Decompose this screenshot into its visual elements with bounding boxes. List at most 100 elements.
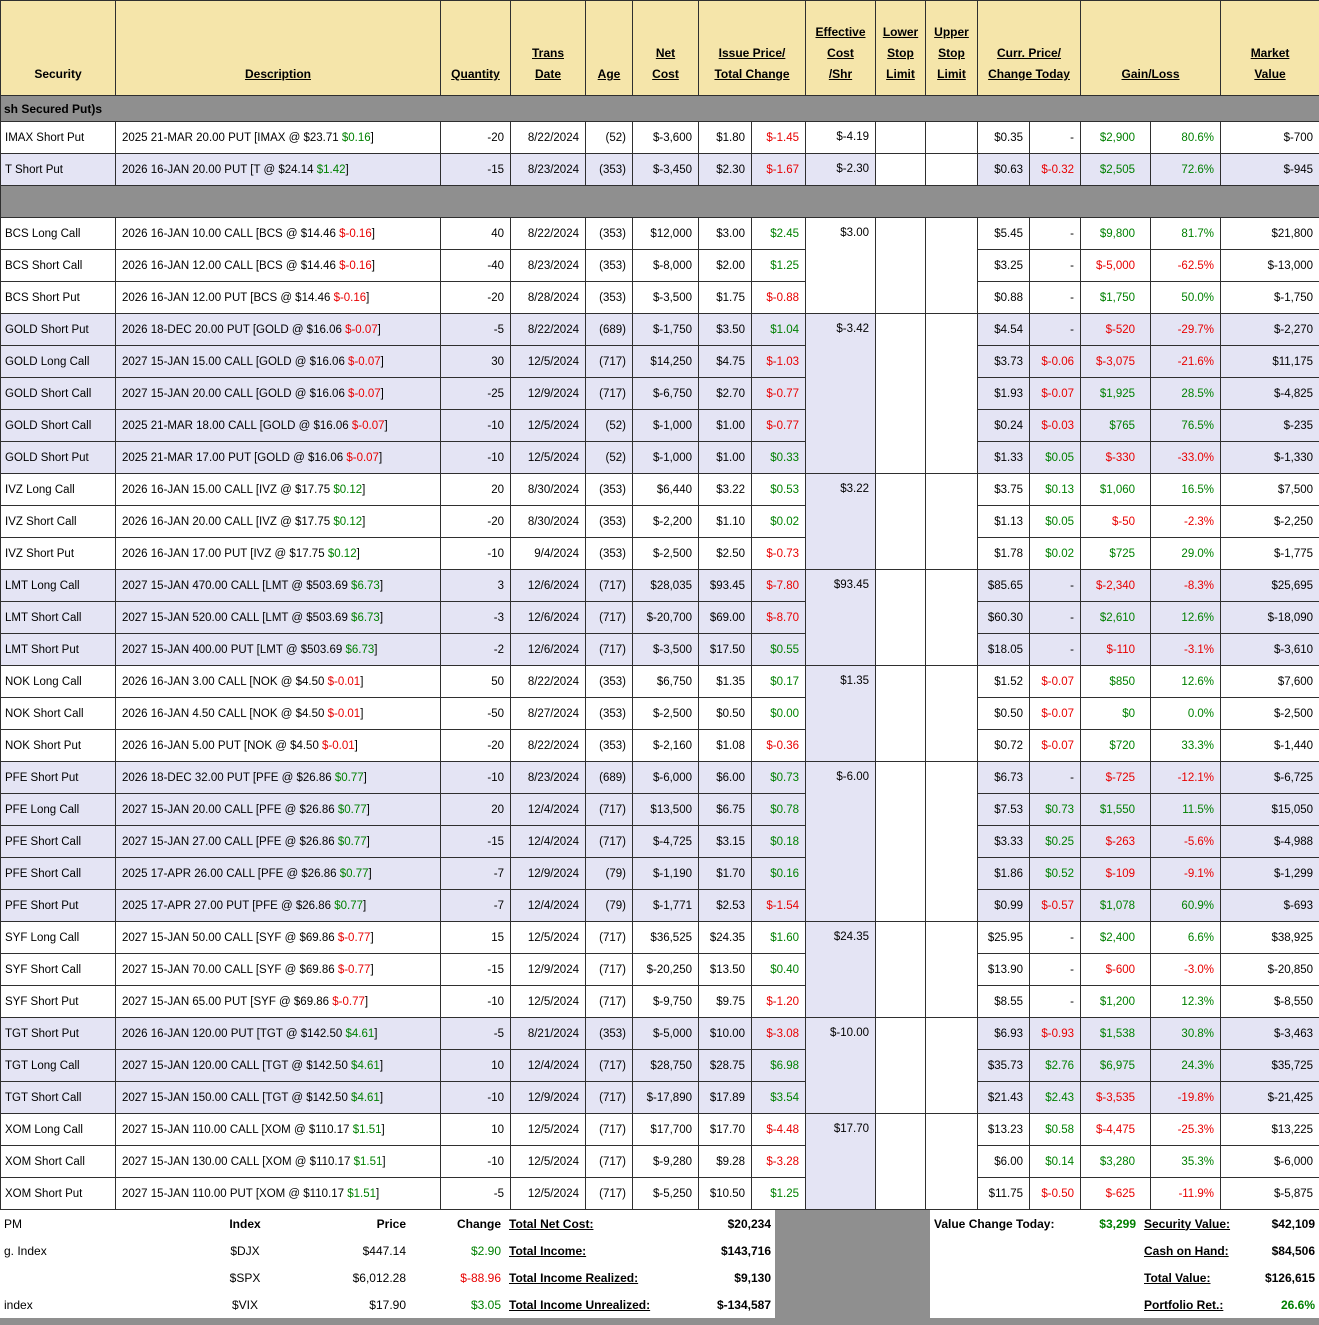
cell-gain-dollars[interactable]: $1,925 xyxy=(1081,378,1151,410)
cell-security[interactable]: LMT Long Call xyxy=(1,570,116,602)
cell-gain-percent[interactable]: -3.0% xyxy=(1151,954,1221,986)
cell-trans-date[interactable]: 9/4/2024 xyxy=(511,538,586,570)
cell-gain-percent[interactable]: 50.0% xyxy=(1151,282,1221,314)
cell-quantity[interactable]: 15 xyxy=(441,922,511,954)
cell-change-today[interactable]: - xyxy=(1030,314,1081,346)
cell-total-change[interactable]: $1.25 xyxy=(752,1178,806,1210)
cell-net-cost[interactable]: $13,500 xyxy=(633,794,699,826)
cell-description[interactable]: 2027 15-JAN 150.00 CALL [TGT @ $142.50 $… xyxy=(116,1082,441,1114)
cell-quantity[interactable]: -20 xyxy=(441,506,511,538)
cell-description[interactable]: 2027 15-JAN 120.00 CALL [TGT @ $142.50 $… xyxy=(116,1050,441,1082)
footer-summary-value[interactable]: $126,615 xyxy=(1235,1264,1319,1291)
cell-issue-price[interactable]: $28.75 xyxy=(699,1050,752,1082)
cell-gain-dollars[interactable]: $-330 xyxy=(1081,442,1151,474)
cell-age[interactable]: (353) xyxy=(586,698,633,730)
cell-age[interactable]: (717) xyxy=(586,1114,633,1146)
cell-net-cost[interactable]: $-3,500 xyxy=(633,282,699,314)
cell-issue-price[interactable]: $13.50 xyxy=(699,954,752,986)
cell-change-today[interactable]: - xyxy=(1030,282,1081,314)
cell-security[interactable]: TGT Short Put xyxy=(1,1018,116,1050)
cell-market-value[interactable]: $-8,550 xyxy=(1221,986,1319,1018)
cell-lower-stop-limit[interactable] xyxy=(876,762,926,922)
footer-index-price[interactable]: $447.14 xyxy=(330,1237,410,1264)
cell-issue-price[interactable]: $24.35 xyxy=(699,922,752,954)
cell-quantity[interactable]: 10 xyxy=(441,1050,511,1082)
cell-age[interactable]: (717) xyxy=(586,634,633,666)
cell-gain-percent[interactable]: -29.7% xyxy=(1151,314,1221,346)
footer-index-price[interactable]: $6,012.28 xyxy=(330,1264,410,1291)
cell-quantity[interactable]: 20 xyxy=(441,794,511,826)
cell-total-change[interactable]: $6.98 xyxy=(752,1050,806,1082)
cell-gain-dollars[interactable]: $2,610 xyxy=(1081,602,1151,634)
cell-market-value[interactable]: $-945 xyxy=(1221,154,1319,186)
cell-issue-price[interactable]: $69.00 xyxy=(699,602,752,634)
cell-current-price[interactable]: $1.13 xyxy=(978,506,1030,538)
cell-lower-stop-limit[interactable] xyxy=(876,474,926,570)
cell-description[interactable]: 2026 16-JAN 3.00 CALL [NOK @ $4.50 $-0.0… xyxy=(116,666,441,698)
cell-quantity[interactable]: -3 xyxy=(441,602,511,634)
cell-gain-percent[interactable]: 6.6% xyxy=(1151,922,1221,954)
cell-current-price[interactable]: $1.52 xyxy=(978,666,1030,698)
cell-net-cost[interactable]: $-9,280 xyxy=(633,1146,699,1178)
column-header-curr-price-change-today[interactable]: Curr. Price/Change Today xyxy=(978,1,1081,96)
cell-change-today[interactable]: $-0.50 xyxy=(1030,1178,1081,1210)
cell-market-value[interactable]: $-18,090 xyxy=(1221,602,1319,634)
cell-issue-price[interactable]: $17.89 xyxy=(699,1082,752,1114)
cell-market-value[interactable]: $-1,775 xyxy=(1221,538,1319,570)
cell-current-price[interactable]: $8.55 xyxy=(978,986,1030,1018)
cell-upper-stop-limit[interactable] xyxy=(926,218,978,314)
cell-gain-percent[interactable]: 0.0% xyxy=(1151,698,1221,730)
cell-upper-stop-limit[interactable] xyxy=(926,570,978,666)
cell-lower-stop-limit[interactable] xyxy=(876,570,926,666)
cell-current-price[interactable]: $1.33 xyxy=(978,442,1030,474)
cell-change-today[interactable]: $0.05 xyxy=(1030,442,1081,474)
cell-change-today[interactable]: $0.52 xyxy=(1030,858,1081,890)
cell-change-today[interactable]: - xyxy=(1030,122,1081,154)
footer-index-header[interactable]: Index xyxy=(160,1210,330,1237)
footer-left-fragment[interactable]: PM xyxy=(0,1210,160,1237)
cell-net-cost[interactable]: $-20,250 xyxy=(633,954,699,986)
cell-gain-percent[interactable]: -19.8% xyxy=(1151,1082,1221,1114)
cell-net-cost[interactable]: $-4,725 xyxy=(633,826,699,858)
cell-security[interactable]: GOLD Short Put xyxy=(1,442,116,474)
cell-current-price[interactable]: $0.35 xyxy=(978,122,1030,154)
cell-description[interactable]: 2026 16-JAN 4.50 CALL [NOK @ $4.50 $-0.0… xyxy=(116,698,441,730)
cell-issue-price[interactable]: $1.35 xyxy=(699,666,752,698)
cell-security[interactable]: BCS Short Put xyxy=(1,282,116,314)
cell-gain-percent[interactable]: 72.6% xyxy=(1151,154,1221,186)
cell-upper-stop-limit[interactable] xyxy=(926,1018,978,1114)
cell-net-cost[interactable]: $6,750 xyxy=(633,666,699,698)
cell-security[interactable]: PFE Short Put xyxy=(1,762,116,794)
footer-summary-label[interactable]: Cash on Hand: xyxy=(1140,1237,1235,1264)
cell-trans-date[interactable]: 12/5/2024 xyxy=(511,346,586,378)
cell-age[interactable]: (353) xyxy=(586,730,633,762)
cell-gain-dollars[interactable]: $-725 xyxy=(1081,762,1151,794)
cell-market-value[interactable]: $-1,299 xyxy=(1221,858,1319,890)
cell-gain-percent[interactable]: 33.3% xyxy=(1151,730,1221,762)
cell-net-cost[interactable]: $-3,600 xyxy=(633,122,699,154)
cell-market-value[interactable]: $-13,000 xyxy=(1221,250,1319,282)
cell-current-price[interactable]: $1.93 xyxy=(978,378,1030,410)
cell-gain-dollars[interactable]: $2,505 xyxy=(1081,154,1151,186)
cell-security[interactable]: LMT Short Call xyxy=(1,602,116,634)
cell-description[interactable]: 2027 15-JAN 20.00 CALL [PFE @ $26.86 $0.… xyxy=(116,794,441,826)
cell-issue-price[interactable]: $2.70 xyxy=(699,378,752,410)
cell-issue-price[interactable]: $2.30 xyxy=(699,154,752,186)
cell-trans-date[interactable]: 8/28/2024 xyxy=(511,282,586,314)
cell-gain-dollars[interactable]: $0 xyxy=(1081,698,1151,730)
cell-effective-cost[interactable]: $1.35 xyxy=(806,666,876,762)
cell-age[interactable]: (717) xyxy=(586,1082,633,1114)
cell-gain-percent[interactable]: -62.5% xyxy=(1151,250,1221,282)
cell-security[interactable]: PFE Long Call xyxy=(1,794,116,826)
cell-issue-price[interactable]: $17.50 xyxy=(699,634,752,666)
cell-market-value[interactable]: $11,175 xyxy=(1221,346,1319,378)
cell-effective-cost[interactable]: $93.45 xyxy=(806,570,876,666)
cell-market-value[interactable]: $-2,270 xyxy=(1221,314,1319,346)
cell-market-value[interactable]: $-6,725 xyxy=(1221,762,1319,794)
cell-gain-percent[interactable]: 12.6% xyxy=(1151,602,1221,634)
cell-gain-percent[interactable]: 24.3% xyxy=(1151,1050,1221,1082)
cell-market-value[interactable]: $38,925 xyxy=(1221,922,1319,954)
cell-age[interactable]: (353) xyxy=(586,1018,633,1050)
cell-gain-dollars[interactable]: $-109 xyxy=(1081,858,1151,890)
cell-quantity[interactable]: -15 xyxy=(441,826,511,858)
